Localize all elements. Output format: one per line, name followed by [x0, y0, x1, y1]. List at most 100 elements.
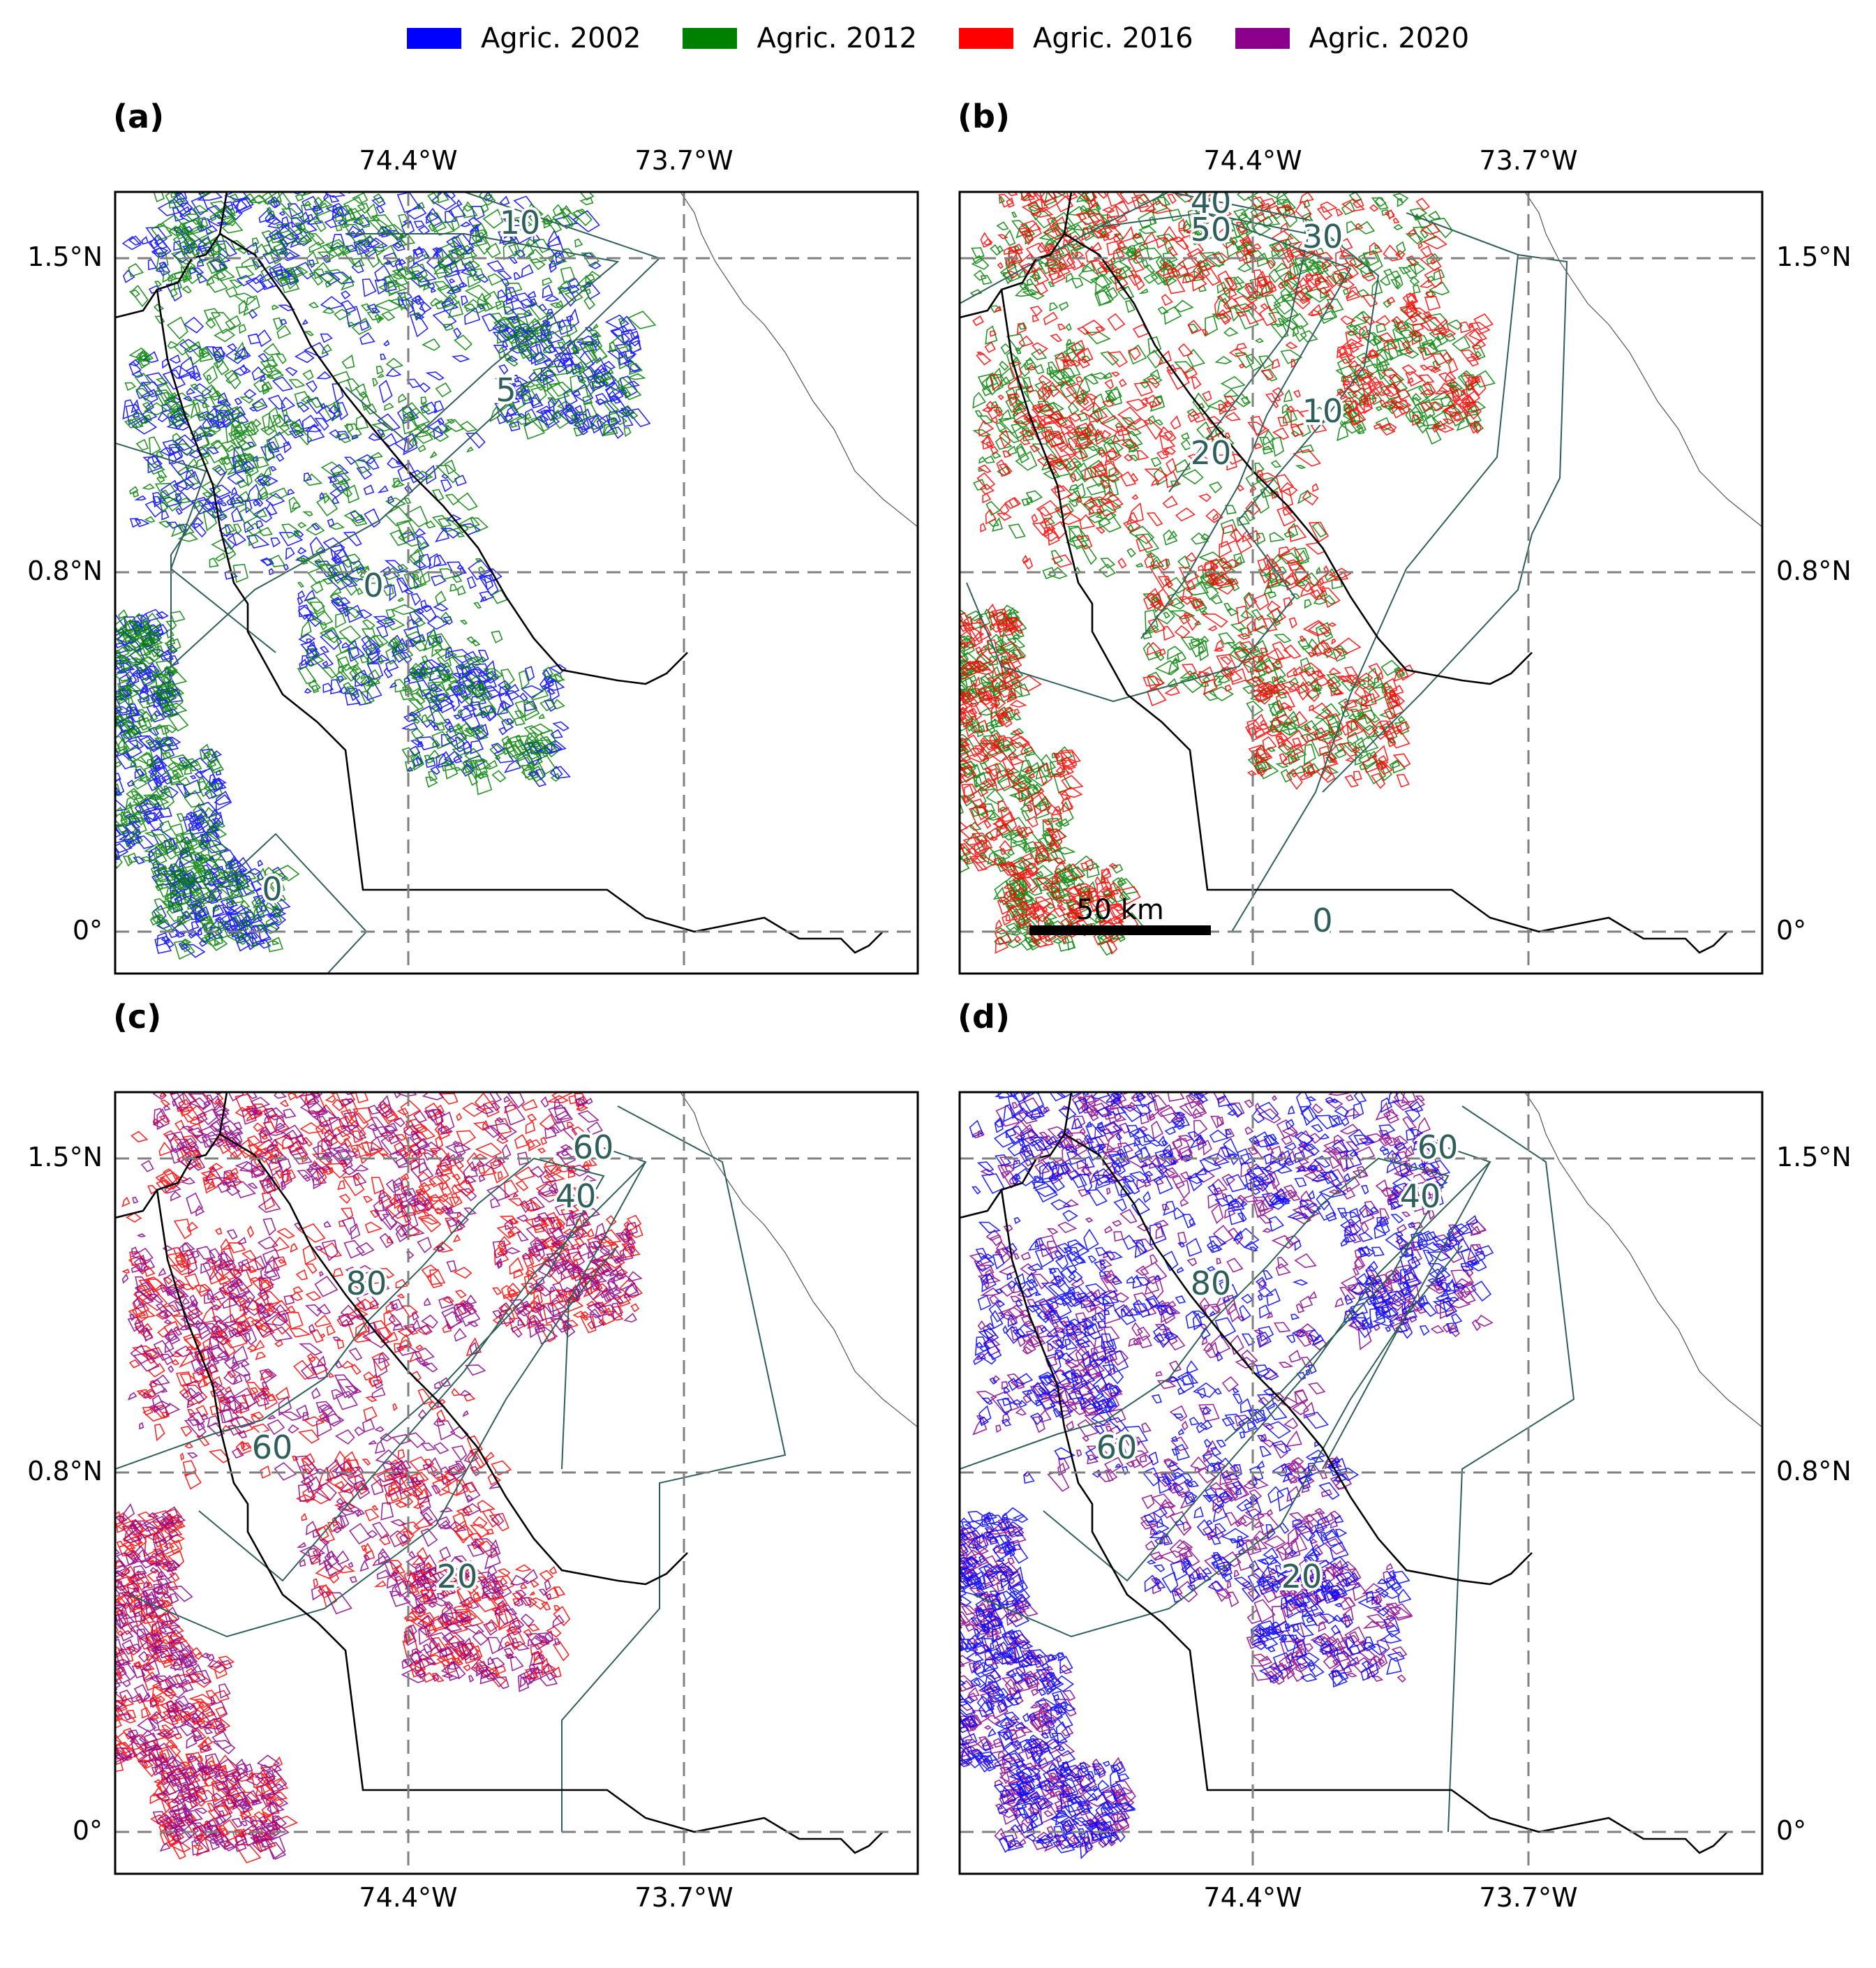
contour-label: 20 — [437, 1558, 478, 1595]
legend-item: Agric. 2002 — [406, 22, 641, 54]
axis-tick-label: 74.4°W — [1203, 1882, 1302, 1913]
legend-swatch — [406, 28, 461, 49]
legend-item: Agric. 2016 — [959, 22, 1193, 54]
axis-tick-label: 73.7°W — [634, 145, 734, 176]
boundary-line — [1064, 1133, 1533, 1586]
map-frame — [114, 191, 919, 975]
panel-a: 10 5 0 0 (a) 74.4°W 73.7°W 1.5°N 0.8°N 0° — [0, 98, 938, 1068]
agri-layer — [115, 192, 657, 960]
contour-label: 40 — [1191, 183, 1232, 221]
map-svg: 60 40 80 60 20 — [958, 1091, 1764, 1875]
contour-line — [1322, 1161, 1491, 1470]
legend-item: Agric. 2012 — [683, 22, 917, 54]
axis-tick-label: 0.8°N — [1776, 556, 1852, 586]
boundary-line — [1000, 1189, 1728, 1854]
contour-line — [170, 192, 661, 669]
panel-c: 60 40 80 60 20 (c) 74.4°W 73.7°W 1.5°N 0.8°N 0° — [0, 998, 938, 1968]
axis-tick-label: 1.5°N — [27, 1142, 103, 1172]
axis-tick-label: 74.4°W — [359, 1882, 458, 1913]
contour-line — [1043, 1147, 1491, 1582]
legend-swatch — [683, 28, 738, 49]
legend-swatch — [1235, 28, 1290, 49]
contour-label: 60 — [1096, 1429, 1138, 1466]
contour-label: 10 — [1302, 392, 1343, 430]
axis-tick-label: 74.4°W — [1203, 145, 1302, 176]
boundary-line — [680, 192, 918, 528]
contour-label: 20 — [1281, 1558, 1323, 1595]
contour-label: 40 — [556, 1177, 597, 1215]
panel-letter: (c) — [113, 998, 162, 1036]
axis-tick-label: 73.7°W — [1479, 1882, 1578, 1913]
contour-line — [1168, 212, 1310, 493]
contour-label: 0 — [262, 870, 282, 908]
boundary-line — [1524, 192, 1762, 528]
contour-label: 0 — [1312, 902, 1332, 939]
boundary-line — [115, 1092, 228, 1219]
contour-line — [561, 1161, 646, 1470]
boundary-line — [960, 192, 1073, 319]
axis-tick-label: 0.8°N — [1776, 1456, 1852, 1486]
boundary-line — [219, 1133, 688, 1586]
contour-line — [345, 233, 620, 445]
contour-label: 30 — [1302, 218, 1343, 255]
boundary-line — [1524, 1092, 1762, 1428]
axis-tick-label: 1.5°N — [1776, 1142, 1852, 1172]
contour-label: 40 — [1400, 1177, 1441, 1215]
boundary-line — [960, 1092, 1073, 1219]
contour-label: 60 — [1417, 1128, 1459, 1166]
contour-label: 80 — [346, 1265, 387, 1302]
axis-tick-label: 0° — [1776, 915, 1807, 946]
boundary-line — [219, 232, 688, 685]
map-svg: 10 5 0 0 — [114, 191, 919, 975]
boundary-line — [115, 192, 228, 319]
legend-swatch — [959, 28, 1013, 49]
axis-tick-label: 0° — [72, 915, 103, 946]
boundary-line — [156, 1189, 884, 1854]
boundary-line — [1000, 289, 1728, 954]
contour-label: 0 — [363, 567, 383, 604]
legend-label: Agric. 2002 — [480, 22, 641, 54]
scale-bar-label: 50 km — [1076, 894, 1164, 926]
panel-letter: (d) — [958, 998, 1010, 1036]
contour-line — [561, 1105, 787, 1832]
contour-line — [170, 833, 368, 974]
contour-label: 60 — [573, 1128, 614, 1166]
map-frame — [958, 191, 1764, 975]
map-svg: 60 40 80 60 20 — [114, 1091, 919, 1875]
contour-line — [115, 442, 276, 653]
panel-letter: (b) — [958, 98, 1010, 135]
legend-label: Agric. 2020 — [1309, 22, 1470, 54]
legend-item: Agric. 2020 — [1235, 22, 1470, 54]
contour-line — [960, 192, 1380, 703]
legend: Agric. 2002 Agric. 2012 Agric. 2016 Agric. … — [0, 14, 1876, 63]
boundary-line — [156, 289, 884, 954]
contour-label: 20 — [1191, 434, 1232, 472]
contour-line — [960, 1157, 1450, 1470]
map-frame — [958, 1091, 1764, 1875]
panel-d: 60 40 80 60 20 (d) 74.4°W 73.7°W 1.5°N 0.8°N 0° — [844, 998, 1852, 1968]
contour-label: 50 — [1191, 211, 1232, 248]
contour-label: 60 — [252, 1429, 293, 1466]
contour-line — [115, 1157, 605, 1470]
boundary-line — [680, 1092, 918, 1428]
panel-letter: (a) — [113, 98, 165, 135]
panel-b: 40 50 30 10 20 0 50 km (b) 74.4°W 73.7°W 1.5°N 0.8°… — [844, 98, 1852, 1068]
legend-label: Agric. 2016 — [1033, 22, 1193, 54]
axis-tick-label: 0° — [72, 1815, 103, 1846]
contour-line — [1447, 1105, 1575, 1833]
contour-line — [128, 1245, 618, 1638]
map-frame — [114, 1091, 919, 1875]
axis-tick-label: 0.8°N — [27, 1456, 103, 1486]
boundary-line — [1064, 232, 1533, 685]
agri-layer — [960, 192, 1494, 955]
contour-label: 80 — [1191, 1265, 1232, 1302]
legend-label: Agric. 2012 — [757, 22, 917, 54]
axis-tick-label: 73.7°W — [1479, 145, 1578, 176]
axis-tick-label: 73.7°W — [634, 1882, 734, 1913]
contour-label: 5 — [496, 371, 516, 409]
axis-tick-label: 74.4°W — [359, 145, 458, 176]
axis-tick-label: 0.8°N — [27, 556, 103, 586]
axis-tick-label: 1.5°N — [27, 241, 103, 272]
agri-layer — [960, 1092, 1494, 1860]
